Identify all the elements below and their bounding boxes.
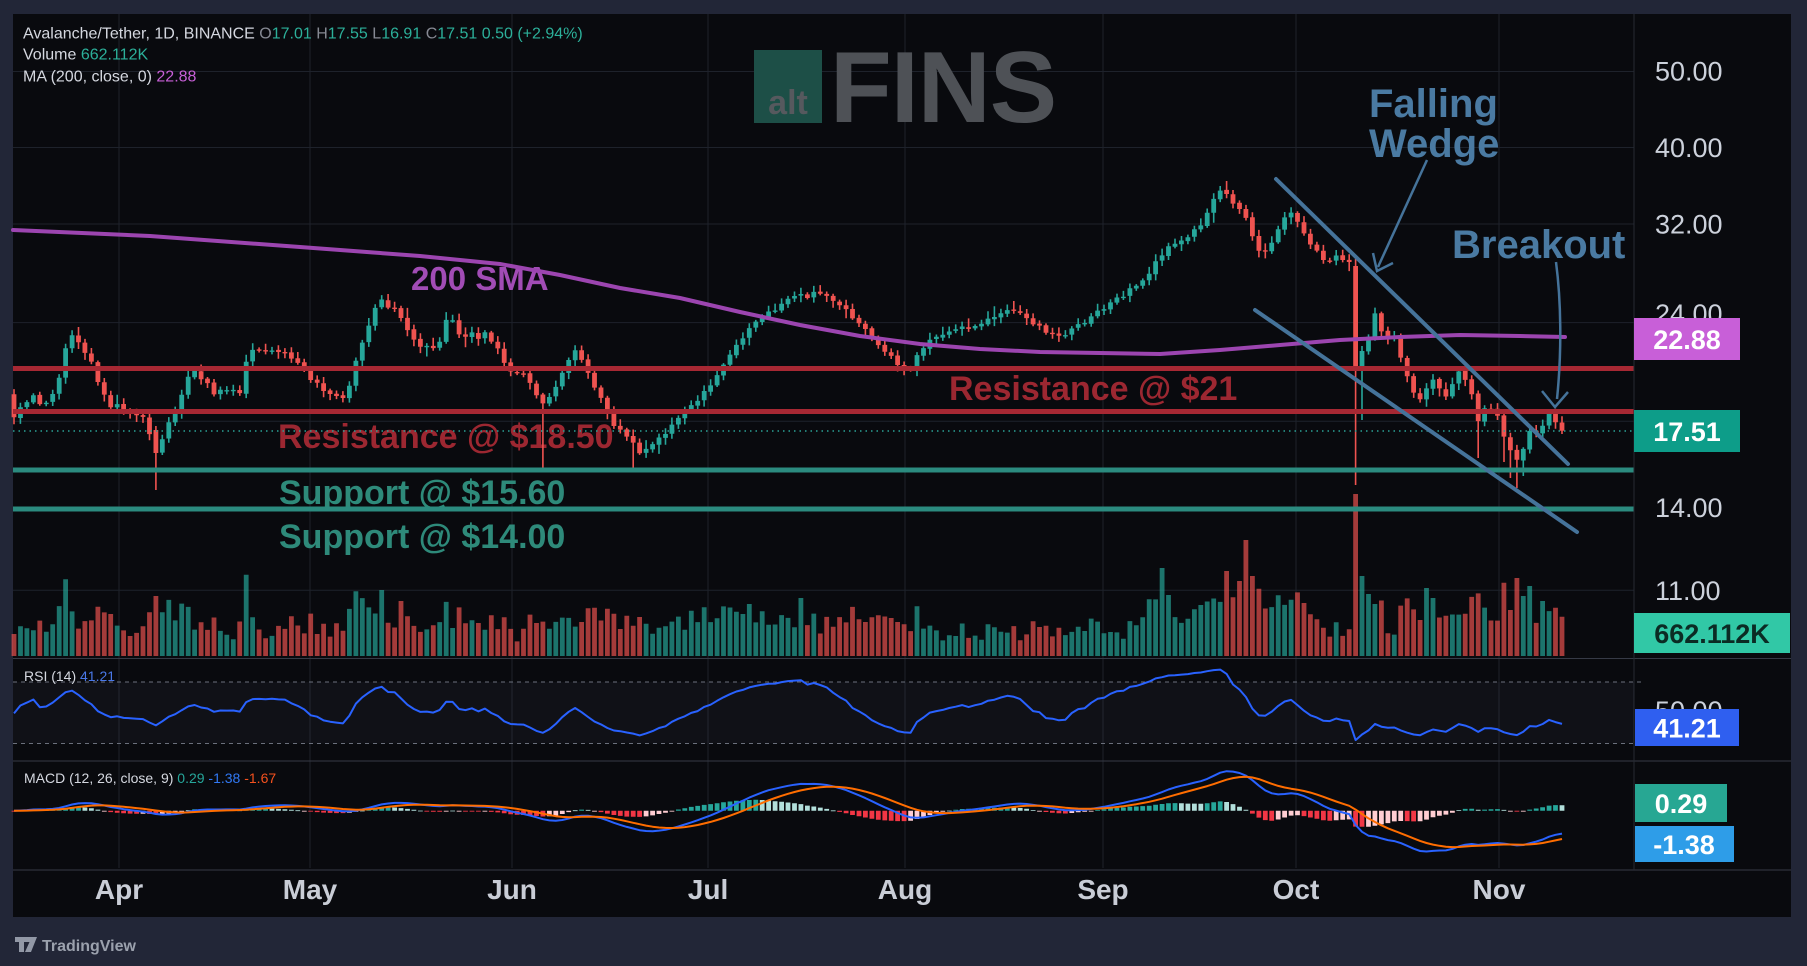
svg-text:Wedge: Wedge [1369, 122, 1499, 166]
svg-text:Avalanche/Tether, 1D, BINANCE: Avalanche/Tether, 1D, BINANCE O17.01 H17… [23, 26, 583, 43]
svg-text:32.00: 32.00 [1655, 210, 1723, 240]
svg-text:22.88: 22.88 [1653, 325, 1721, 355]
svg-text:Support @ $15.60: Support @ $15.60 [279, 474, 565, 512]
svg-text:MA (200, close, 0) 22.88: MA (200, close, 0) 22.88 [23, 69, 197, 86]
svg-text:17.51: 17.51 [1653, 417, 1721, 447]
svg-text:MACD (12, 26, close, 9) 0.29: MACD (12, 26, close, 9) 0.29 -1.38 -1.67 [24, 770, 276, 786]
svg-text:alt: alt [768, 84, 808, 122]
svg-text:200 SMA: 200 SMA [411, 260, 549, 297]
svg-text:Aug: Aug [878, 874, 932, 905]
svg-text:RSI (14) 41.21: RSI (14) 41.21 [24, 668, 115, 684]
svg-text:14.00: 14.00 [1655, 493, 1723, 523]
svg-text:11.00: 11.00 [1655, 576, 1721, 606]
svg-text:TradingView: TradingView [42, 938, 137, 955]
svg-text:Resistance @ $18.50: Resistance @ $18.50 [278, 418, 614, 456]
svg-text:Oct: Oct [1273, 874, 1320, 905]
svg-text:50.00: 50.00 [1655, 57, 1723, 87]
svg-text:41.21: 41.21 [1653, 714, 1721, 744]
svg-text:Nov: Nov [1473, 874, 1526, 905]
svg-text:Resistance @ $21: Resistance @ $21 [949, 370, 1237, 408]
svg-text:662.112K: 662.112K [1654, 619, 1770, 649]
svg-text:Volume 662.112K: Volume 662.112K [23, 47, 148, 64]
svg-text:Apr: Apr [95, 874, 143, 905]
svg-text:FINS: FINS [830, 32, 1056, 144]
svg-text:0.29: 0.29 [1655, 789, 1708, 819]
svg-text:Falling: Falling [1369, 82, 1498, 126]
svg-text:May: May [283, 874, 338, 905]
svg-text:Sep: Sep [1077, 874, 1128, 905]
svg-text:-1.38: -1.38 [1653, 830, 1715, 860]
svg-text:40.00: 40.00 [1655, 133, 1723, 163]
svg-text:Jul: Jul [688, 874, 728, 905]
svg-text:Jun: Jun [487, 874, 537, 905]
svg-text:Support @ $14.00: Support @ $14.00 [279, 518, 565, 556]
svg-text:Breakout: Breakout [1452, 223, 1625, 267]
